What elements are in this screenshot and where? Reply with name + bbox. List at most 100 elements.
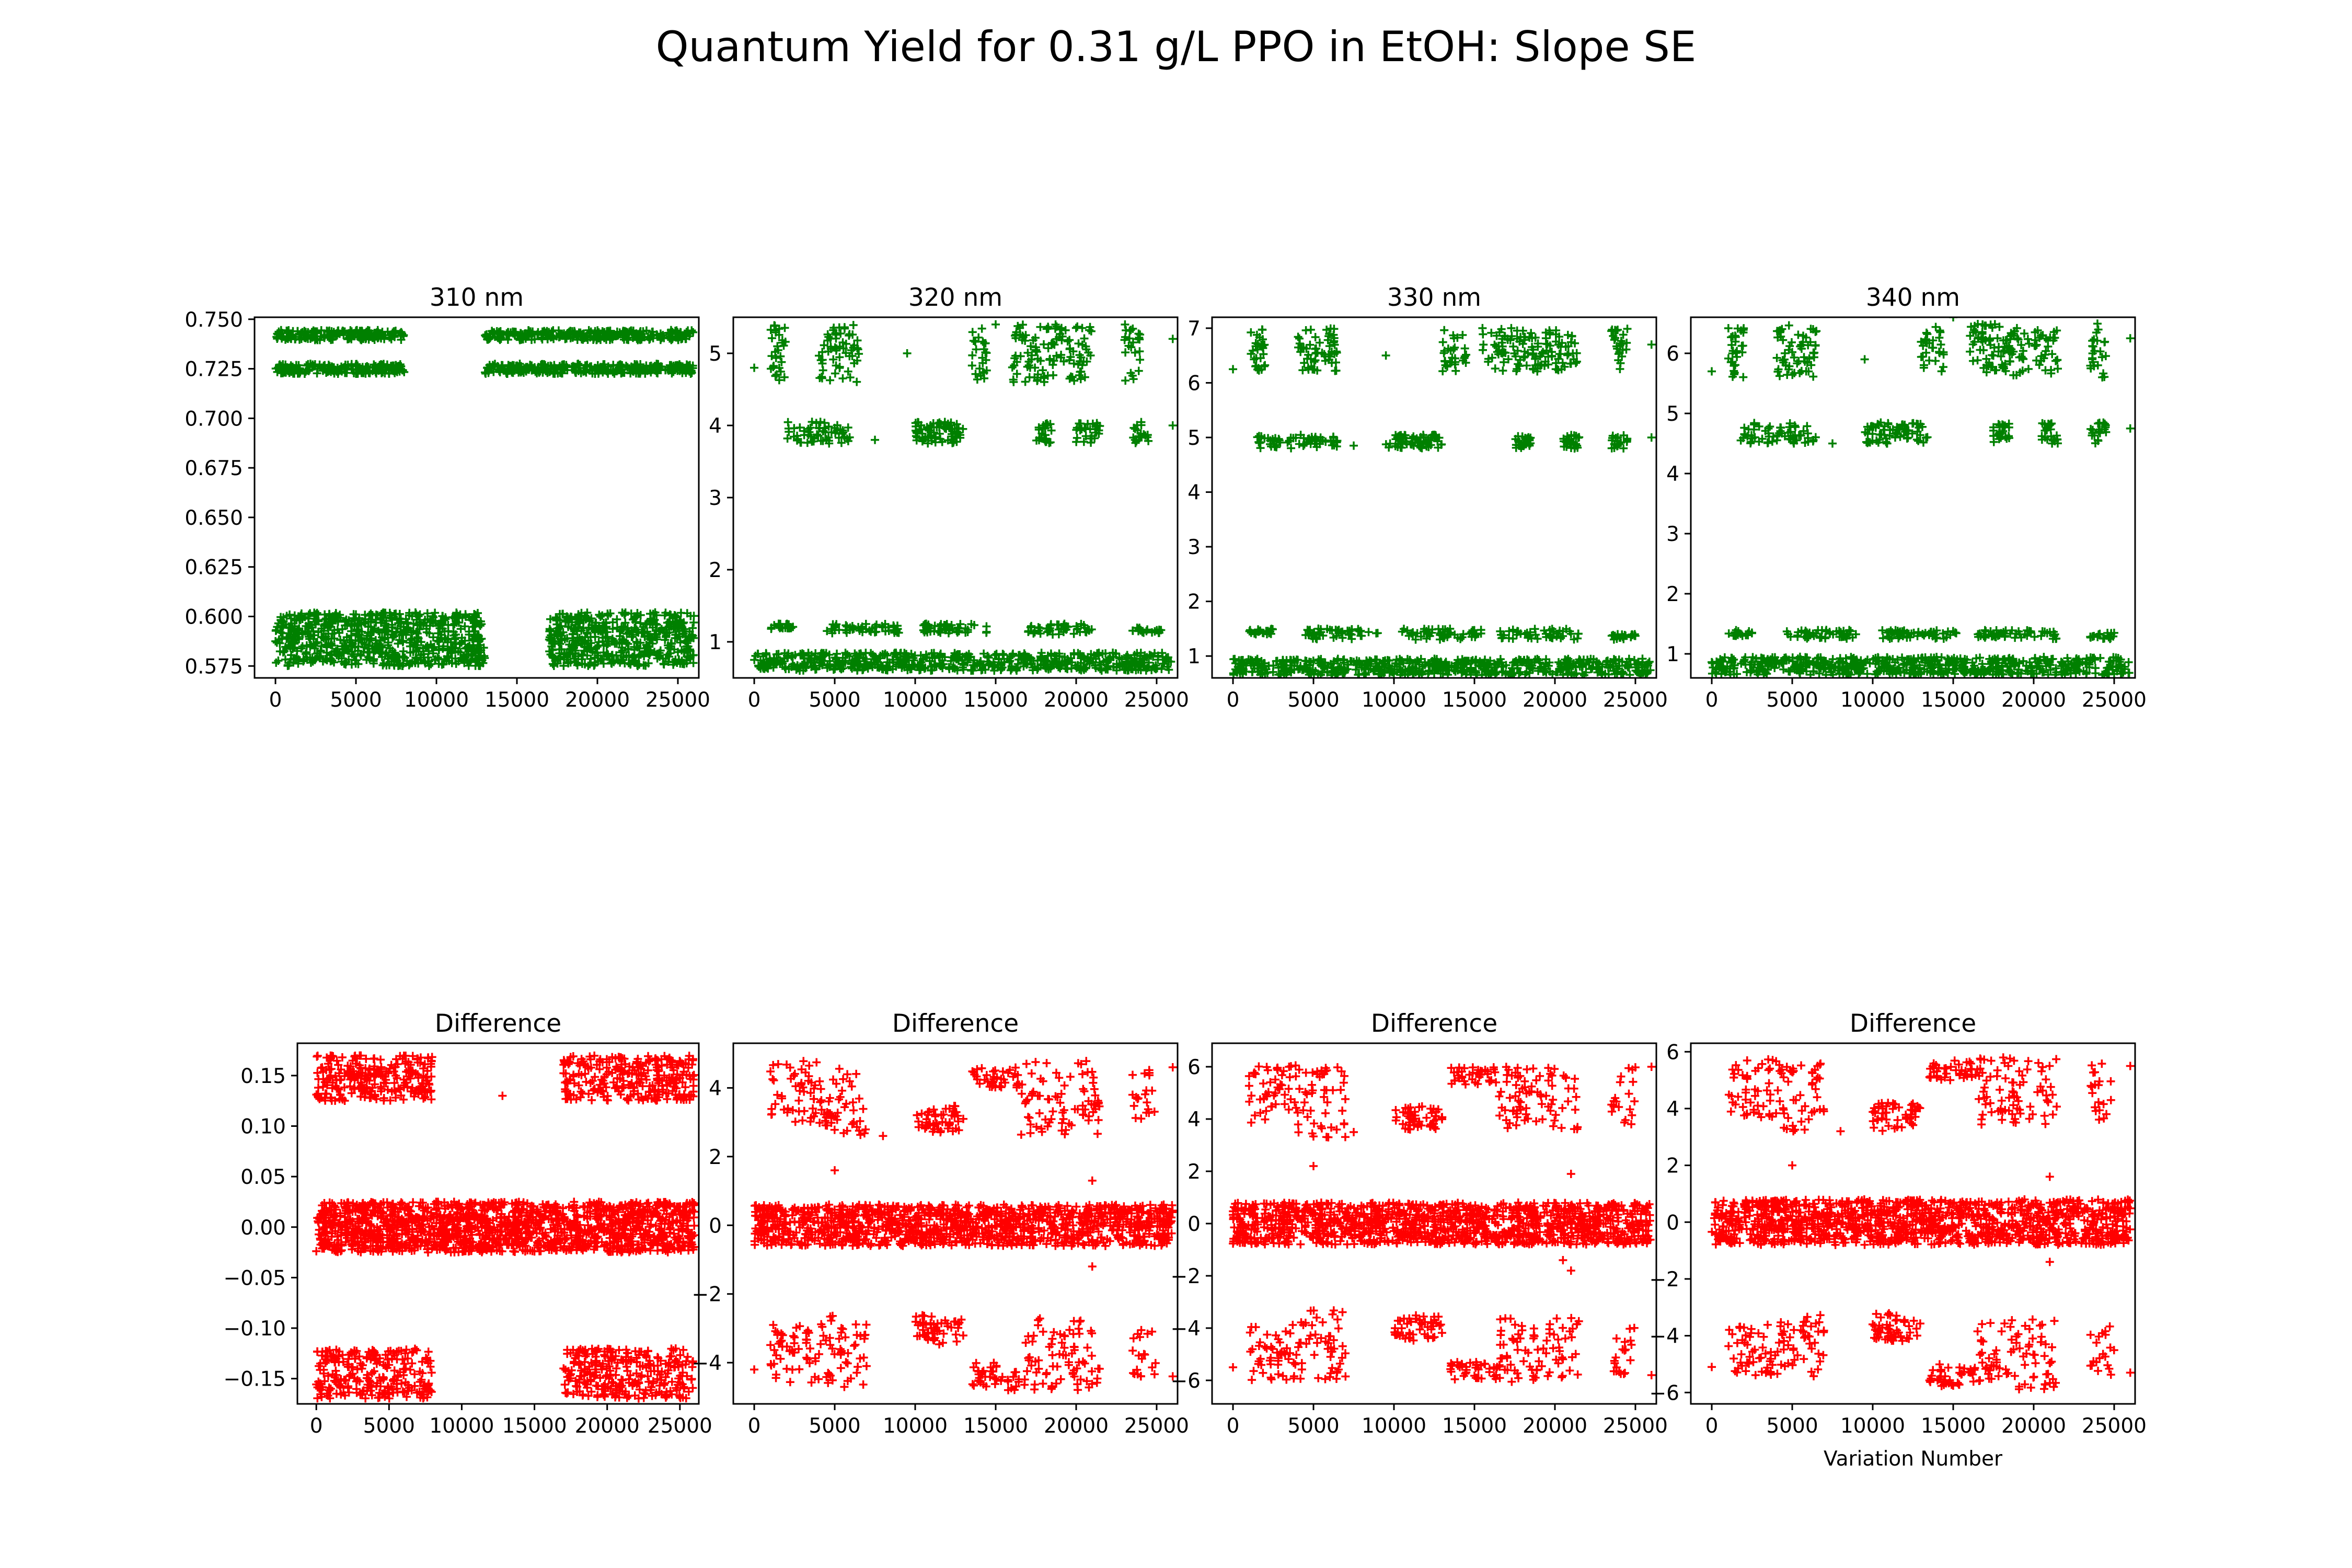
- data-point: [1638, 667, 1646, 676]
- data-point: [438, 624, 447, 633]
- data-point: [1935, 349, 1944, 358]
- data-point: [1630, 656, 1639, 665]
- y-tick-label: 5: [709, 342, 722, 366]
- data-point: [1245, 627, 1254, 636]
- data-point: [841, 649, 850, 658]
- data-point: [1610, 440, 1619, 449]
- data-point: [775, 622, 783, 631]
- data-point: [1544, 661, 1553, 670]
- data-point: [1512, 366, 1521, 375]
- data-point: [1558, 339, 1566, 348]
- data-point: [1443, 661, 1452, 670]
- data-point: [310, 644, 319, 653]
- data-point: [420, 657, 429, 666]
- data-point: [831, 653, 839, 662]
- data-point: [1118, 662, 1127, 671]
- data-point: [352, 326, 361, 335]
- data-point: [1311, 634, 1320, 643]
- data-point: [1147, 665, 1156, 674]
- data-point: [854, 622, 863, 631]
- data-point: [643, 627, 652, 636]
- data-point: [1450, 343, 1459, 352]
- data-point: [1488, 353, 1496, 362]
- data-point: [309, 635, 318, 643]
- data-point: [273, 367, 282, 376]
- data-point: [633, 661, 642, 670]
- data-point: [1088, 419, 1097, 428]
- data-point: [818, 366, 827, 375]
- data-point: [1937, 367, 1946, 376]
- data-point: [769, 654, 778, 663]
- x-tick-label: 15000: [485, 688, 549, 712]
- data-point: [666, 363, 675, 372]
- data-point: [476, 621, 485, 630]
- data-point: [307, 333, 316, 342]
- data-point: [1495, 346, 1504, 355]
- data-point: [936, 628, 945, 637]
- data-point: [371, 362, 380, 371]
- data-point: [845, 331, 854, 340]
- data-point: [1050, 356, 1058, 365]
- data-point: [348, 647, 356, 656]
- data-point: [848, 351, 857, 360]
- data-point: [1344, 660, 1353, 669]
- data-point: [998, 650, 1007, 659]
- data-point: [1143, 625, 1152, 634]
- data-point: [483, 363, 492, 372]
- data-point: [309, 627, 318, 636]
- data-point: [1097, 666, 1106, 675]
- data-point: [1135, 347, 1144, 356]
- data-point: [347, 365, 356, 374]
- data-point: [503, 335, 512, 344]
- data-point: [1780, 349, 1789, 358]
- data-point: [1733, 352, 1742, 361]
- data-point: [1372, 629, 1381, 638]
- data-point: [434, 654, 443, 663]
- data-point: [1407, 629, 1416, 638]
- data-point: [574, 618, 583, 627]
- data-point: [605, 655, 614, 664]
- data-point: [571, 638, 580, 647]
- data-point: [563, 613, 572, 622]
- data-point: [1565, 627, 1574, 636]
- y-tick-label: 0.700: [185, 407, 243, 431]
- data-point: [1618, 630, 1627, 639]
- x-tick-label: 10000: [1362, 688, 1426, 712]
- data-point: [881, 619, 890, 628]
- data-point: [337, 657, 346, 666]
- data-point: [579, 367, 588, 376]
- data-point: [389, 660, 398, 669]
- data-point: [850, 341, 859, 350]
- data-point: [872, 620, 881, 629]
- data-point: [935, 627, 943, 636]
- x-tick-label: 5000: [809, 688, 860, 712]
- data-point: [1168, 421, 1177, 430]
- data-point: [1392, 655, 1401, 664]
- data-point: [489, 367, 498, 376]
- data-point: [1094, 426, 1103, 435]
- data-point: [1344, 630, 1353, 639]
- data-point: [929, 649, 938, 658]
- y-tick-label: 0.625: [185, 556, 243, 580]
- data-point: [1063, 337, 1072, 346]
- data-point: [313, 327, 321, 336]
- data-point: [681, 329, 689, 338]
- data-point: [347, 641, 355, 650]
- data-point: [1300, 359, 1309, 367]
- data-point: [546, 615, 555, 624]
- data-point: [1033, 656, 1042, 665]
- data-point: [557, 636, 566, 644]
- data-point: [1386, 439, 1394, 448]
- data-point: [312, 332, 320, 341]
- data-point: [893, 628, 902, 637]
- data-point: [1457, 668, 1466, 677]
- data-point: [365, 612, 374, 620]
- data-point: [823, 336, 832, 345]
- data-point: [568, 363, 577, 372]
- data-point: [950, 664, 959, 673]
- data-point: [889, 665, 897, 674]
- data-point: [1612, 342, 1621, 351]
- data-point: [1336, 628, 1345, 637]
- data-point: [1525, 436, 1534, 445]
- data-point: [602, 618, 610, 627]
